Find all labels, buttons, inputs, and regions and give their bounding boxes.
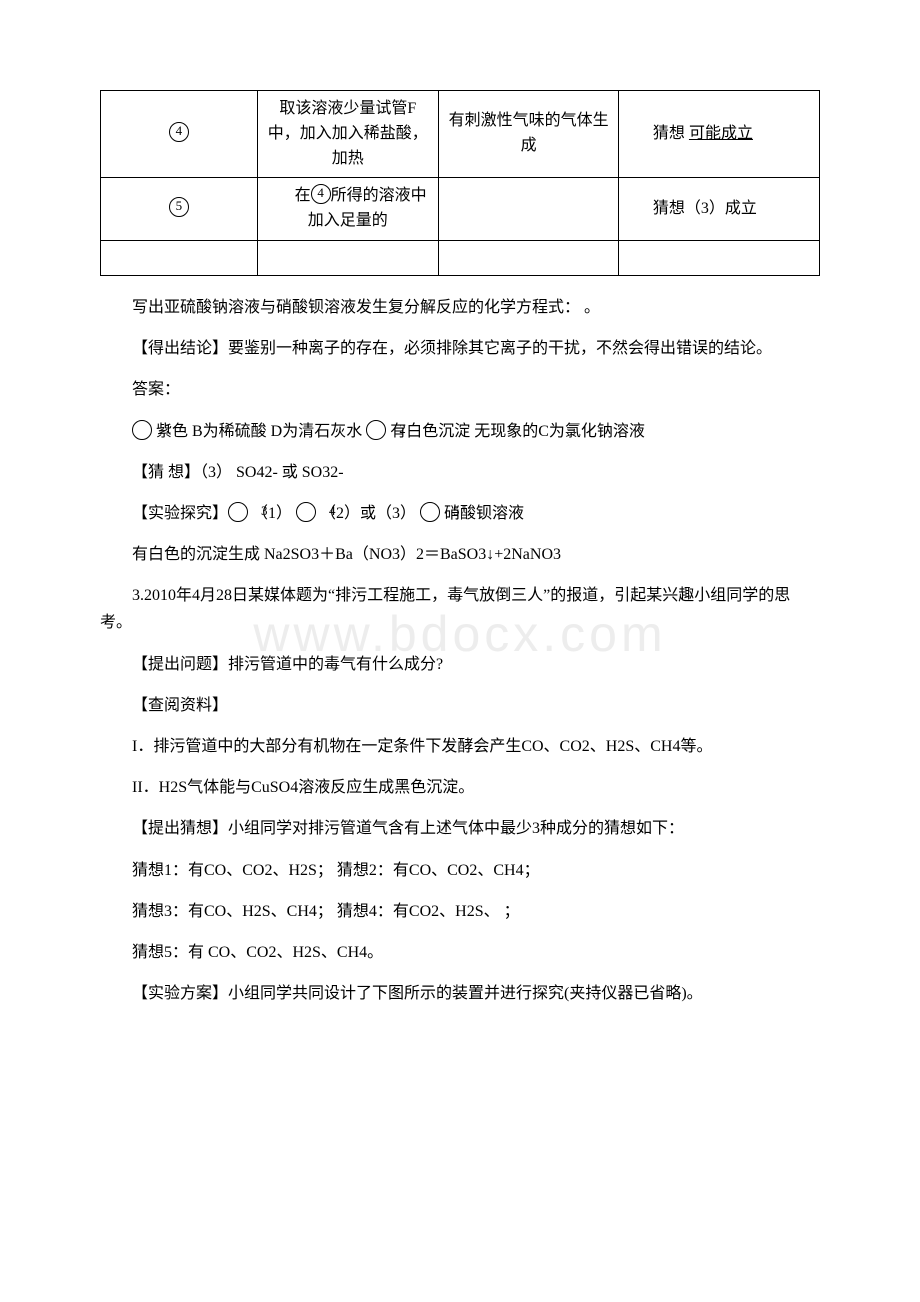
cell-operation-5: 在4所得的溶液中加入足量的 [257,178,438,241]
text: 紫色 B为稀硫酸 D为清石灰水 [152,423,366,440]
circled-number-icon: 1 [132,420,152,440]
paragraph-guess-1-2: 猜想1：有CO、CO2、H2S； 猜想2：有CO、CO2、CH4； [100,857,820,884]
text: 【实验探究】 [132,505,228,522]
table-row: 4 取该溶液少量试管F中，加入加入稀盐酸，加热 有刺激性气味的气体生成 猜想 可… [101,91,820,178]
empty-cell [101,240,258,275]
paragraph-lookup-2: II．H2S气体能与CuSO4溶液反应生成黑色沉淀。 [100,774,820,801]
paragraph-propose-guess: 【提出猜想】小组同学对排污管道气含有上述气体中最少3种成分的猜想如下： [100,815,820,842]
circled-number-icon: 5 [420,502,440,522]
circled-number-icon: 2 [366,420,386,440]
paragraph-equation-prompt: 写出亚硫酸钠溶液与硝酸钡溶液发生复分解反应的化学方程式： 。 [100,294,820,321]
paragraph-guess-5: 猜想5：有 CO、CO2、H2S、CH4。 [100,939,820,966]
paragraph-lookup-1: I．排污管道中的大部分有机物在一定条件下发酵会产生CO、CO2、H2S、CH4等… [100,733,820,760]
paragraph-guess: 【猜 想】（3） SO42- 或 SO32- [100,459,820,486]
paragraph-guess-3-4: 猜想3：有CO、H2S、CH4； 猜想4：有CO2、H2S、 ； [100,898,820,925]
paragraph-question-3: 3.2010年4月28日某媒体题为“排污工程施工，毒气放倒三人”的报道，引起某兴… [100,582,820,636]
text: （1） [248,505,296,522]
cell-conclusion-4: 猜想 可能成立 [619,91,820,178]
experiment-table: 4 取该溶液少量试管F中，加入加入稀盐酸，加热 有刺激性气味的气体生成 猜想 可… [100,90,820,276]
text: 猜想 [653,125,685,142]
empty-cell [619,240,820,275]
cell-phenomenon-4: 有刺激性气味的气体生成 [438,91,618,178]
paragraph-experiment-plan: 【实验方案】小组同学共同设计了下图所示的装置并进行探究(夹持仪器已省略)。 [100,980,820,1007]
paragraph-conclusion: 【得出结论】要鉴别一种离子的存在，必须排除其它离子的干扰，不然会得出错误的结论。 [100,335,820,362]
paragraph-equation: 有白色的沉淀生成 Na2SO3＋Ba（NO3）2＝BaSO3↓+2NaNO3 [100,541,820,568]
underlined-text: 可能成立 [689,125,753,142]
circled-number-icon: 4 [311,184,331,204]
circled-number-icon: 4 [169,122,189,142]
cell-operation-4: 取该溶液少量试管F中，加入加入稀盐酸，加热 [257,91,438,178]
cell-phenomenon-5 [438,178,618,241]
circled-number-icon: 5 [169,197,189,217]
text: 硝酸钡溶液 [440,505,524,522]
circled-number-icon: 4 [296,502,316,522]
paragraph-lookup-heading: 【查阅资料】 [100,692,820,719]
circled-number-icon: 3 [228,502,248,522]
empty-cell [438,240,618,275]
text: 在 [295,187,311,204]
text: 猜想（3）成立 [653,200,757,217]
text: （2）或（3） [316,505,420,522]
cell-step-5: 5 [101,178,258,241]
cell-step-4: 4 [101,91,258,178]
text: 有白色沉淀 无现象的C为氯化钠溶液 [386,423,645,440]
paragraph-experiment-inquiry: 【实验探究】3 （1） 4 （2）或（3） 5 硝酸钡溶液 [100,500,820,527]
table-row: 5 在4所得的溶液中加入足量的 猜想（3）成立 [101,178,820,241]
table-row [101,240,820,275]
empty-cell [257,240,438,275]
cell-conclusion-5: 猜想（3）成立 [619,178,820,241]
paragraph-answer-1: 1 紫色 B为稀硫酸 D为清石灰水 2 有白色沉淀 无现象的C为氯化钠溶液 [100,418,820,445]
text: I．排污管道中的大部分有机物在一定条件下发酵会产生CO、CO2、H2S、CH4等… [132,738,712,755]
paragraph-answer-heading: 答案： [100,376,820,403]
paragraph-propose-question: 【提出问题】排污管道中的毒气有什么成分? [100,651,820,678]
